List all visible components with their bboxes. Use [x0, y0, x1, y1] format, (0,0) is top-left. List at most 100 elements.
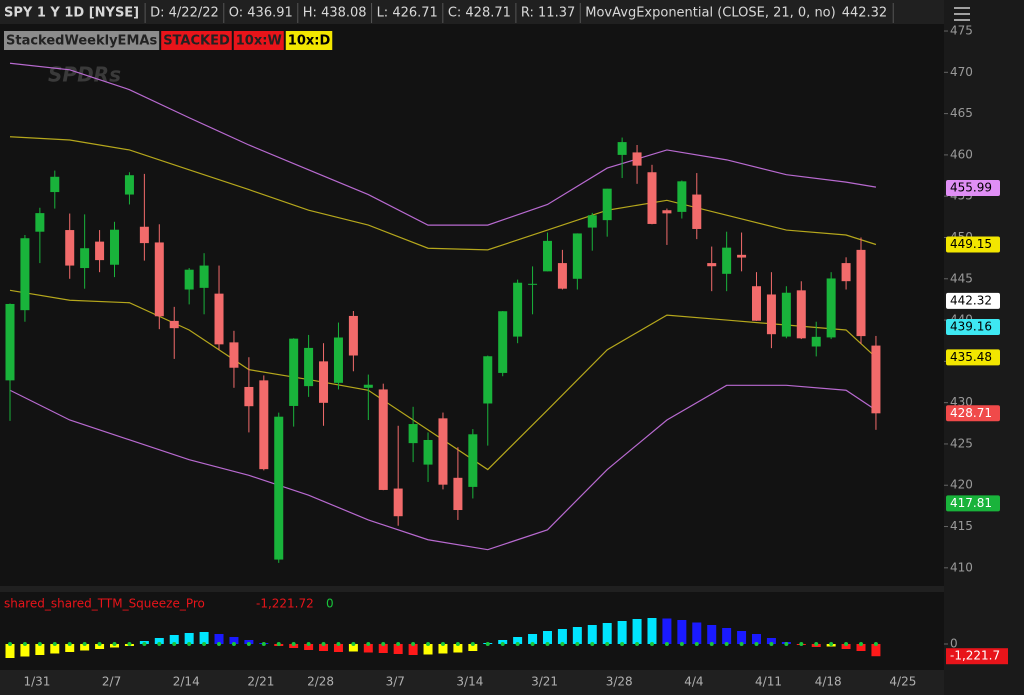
icon-lines[interactable] — [954, 7, 970, 21]
candle-body — [333, 337, 343, 383]
histogram-bar — [35, 644, 45, 655]
squeeze-dot — [560, 642, 565, 646]
squeeze-dot — [306, 642, 311, 646]
histogram-bar — [542, 631, 552, 644]
price-label-box — [946, 405, 1000, 422]
squeeze-dot — [426, 642, 431, 646]
squeeze-dot — [127, 642, 132, 646]
histogram-bar — [468, 644, 478, 651]
candle-body — [752, 286, 761, 321]
candle-body — [378, 389, 388, 490]
squeeze-dot — [814, 642, 819, 646]
candle-body — [408, 424, 418, 444]
squeeze-dot — [396, 642, 401, 646]
quote-field: H: 438.08 — [303, 6, 367, 21]
squeeze-dot — [709, 642, 714, 646]
candle-body — [393, 488, 403, 517]
squeeze-dot — [321, 642, 326, 646]
histogram-bar — [80, 644, 90, 651]
candle-body — [468, 434, 478, 487]
candle-body — [35, 213, 45, 232]
histogram-bar — [513, 637, 523, 644]
x-tick-label: 3/28 — [606, 675, 633, 689]
candle-body — [304, 347, 314, 387]
candle-body — [199, 265, 209, 288]
histogram-bar — [856, 644, 866, 651]
tag-box — [233, 31, 284, 50]
candle-body — [124, 175, 134, 195]
settings-icon[interactable] — [954, 7, 970, 21]
histogram-bar — [214, 634, 224, 644]
histogram-bar — [528, 634, 538, 644]
price-label: 455.99 — [950, 181, 992, 195]
squeeze-dot — [530, 642, 535, 646]
y-tick-label: 460 — [950, 147, 973, 161]
candle-body — [363, 384, 373, 388]
histogram-bar — [737, 631, 747, 644]
candle-body — [184, 269, 194, 290]
candle-body — [110, 229, 120, 265]
histogram-bar — [5, 644, 15, 658]
study-status: 0 — [326, 597, 334, 611]
candle-body — [214, 293, 224, 345]
band-line — [9, 136, 877, 251]
y-tick-label: 0 — [950, 637, 958, 651]
squeeze-dot — [8, 642, 12, 646]
candle-body — [557, 263, 567, 289]
candle-body — [513, 282, 523, 337]
candle-body — [50, 176, 60, 193]
squeeze-dot — [142, 642, 147, 646]
squeeze-dot — [217, 642, 222, 646]
tag-label: StackedWeeklyEMAs — [6, 34, 157, 49]
candle-body — [244, 386, 254, 407]
squeeze-dot — [202, 642, 207, 646]
price-label-box — [946, 236, 1000, 253]
histogram-bar — [752, 634, 761, 644]
quote-field: L: 426.71 — [377, 6, 438, 21]
candle-body — [766, 294, 776, 335]
candle-body — [453, 477, 463, 511]
quote-field: O: 436.91 — [229, 6, 293, 21]
squeeze-dot — [440, 642, 445, 646]
squeeze-dot — [187, 642, 192, 646]
squeeze-dot — [157, 642, 162, 646]
candle-body — [617, 142, 627, 155]
candle-body — [259, 380, 269, 470]
tag-label: STACKED — [163, 34, 230, 49]
candle-body — [274, 416, 284, 560]
candle-body — [319, 361, 329, 403]
histogram-bar — [184, 633, 194, 644]
quote-field: C: 428.71 — [448, 6, 511, 21]
candle-body — [542, 240, 552, 272]
histogram-bar — [378, 644, 388, 653]
squeeze-dot — [575, 642, 580, 646]
candle-body — [796, 290, 806, 339]
squeeze-dot — [112, 642, 117, 646]
squeeze-dot — [873, 642, 878, 646]
squeeze-dot — [799, 642, 804, 646]
candle-body — [781, 292, 791, 337]
squeeze-dot — [336, 642, 341, 646]
y-tick-label: 410 — [950, 560, 973, 574]
x-tick-label: 4/18 — [815, 675, 842, 689]
candle-body — [647, 172, 657, 224]
squeeze-dot — [664, 642, 669, 646]
candle-body — [722, 247, 732, 274]
candle-body — [498, 311, 508, 373]
squeeze-dot — [859, 642, 864, 646]
histogram-bar — [408, 644, 418, 655]
quote-field: D: 4/22/22 — [150, 6, 219, 21]
squeeze-dot — [605, 642, 610, 646]
squeeze-dot — [545, 642, 550, 646]
x-tick-label: 4/11 — [755, 675, 782, 689]
histogram-bar — [692, 622, 702, 644]
squeeze-dot — [649, 642, 654, 646]
squeeze-dot — [485, 642, 490, 646]
tag-label: 10x:D — [288, 34, 331, 49]
candle-body — [856, 249, 866, 337]
histogram-bar — [602, 623, 612, 644]
candle-body — [423, 439, 433, 465]
histogram-bar — [841, 644, 851, 649]
histogram-bar — [393, 644, 403, 654]
candle-body — [707, 263, 717, 267]
